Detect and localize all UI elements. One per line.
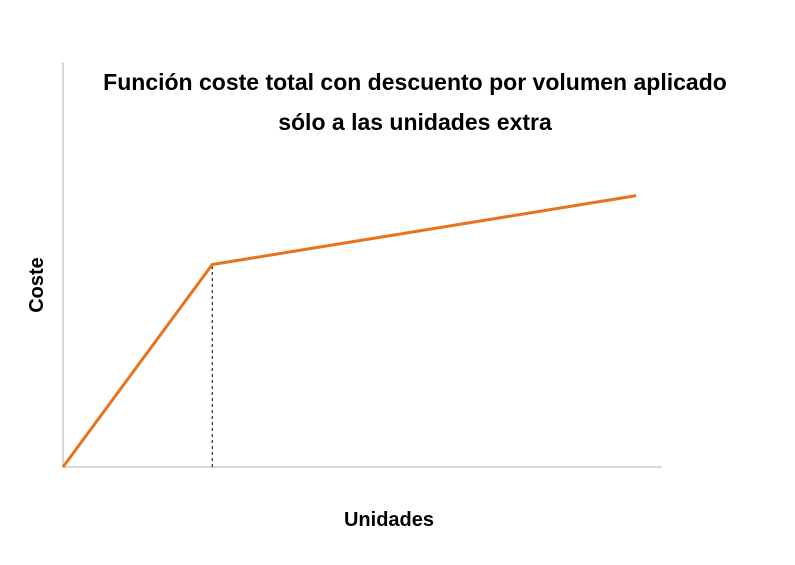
x-axis-label: Unidades <box>344 509 434 531</box>
chart-title: Función coste total con descuento por vo… <box>103 69 727 135</box>
series-line <box>61 194 637 468</box>
y-axis-label: Coste <box>26 257 48 313</box>
